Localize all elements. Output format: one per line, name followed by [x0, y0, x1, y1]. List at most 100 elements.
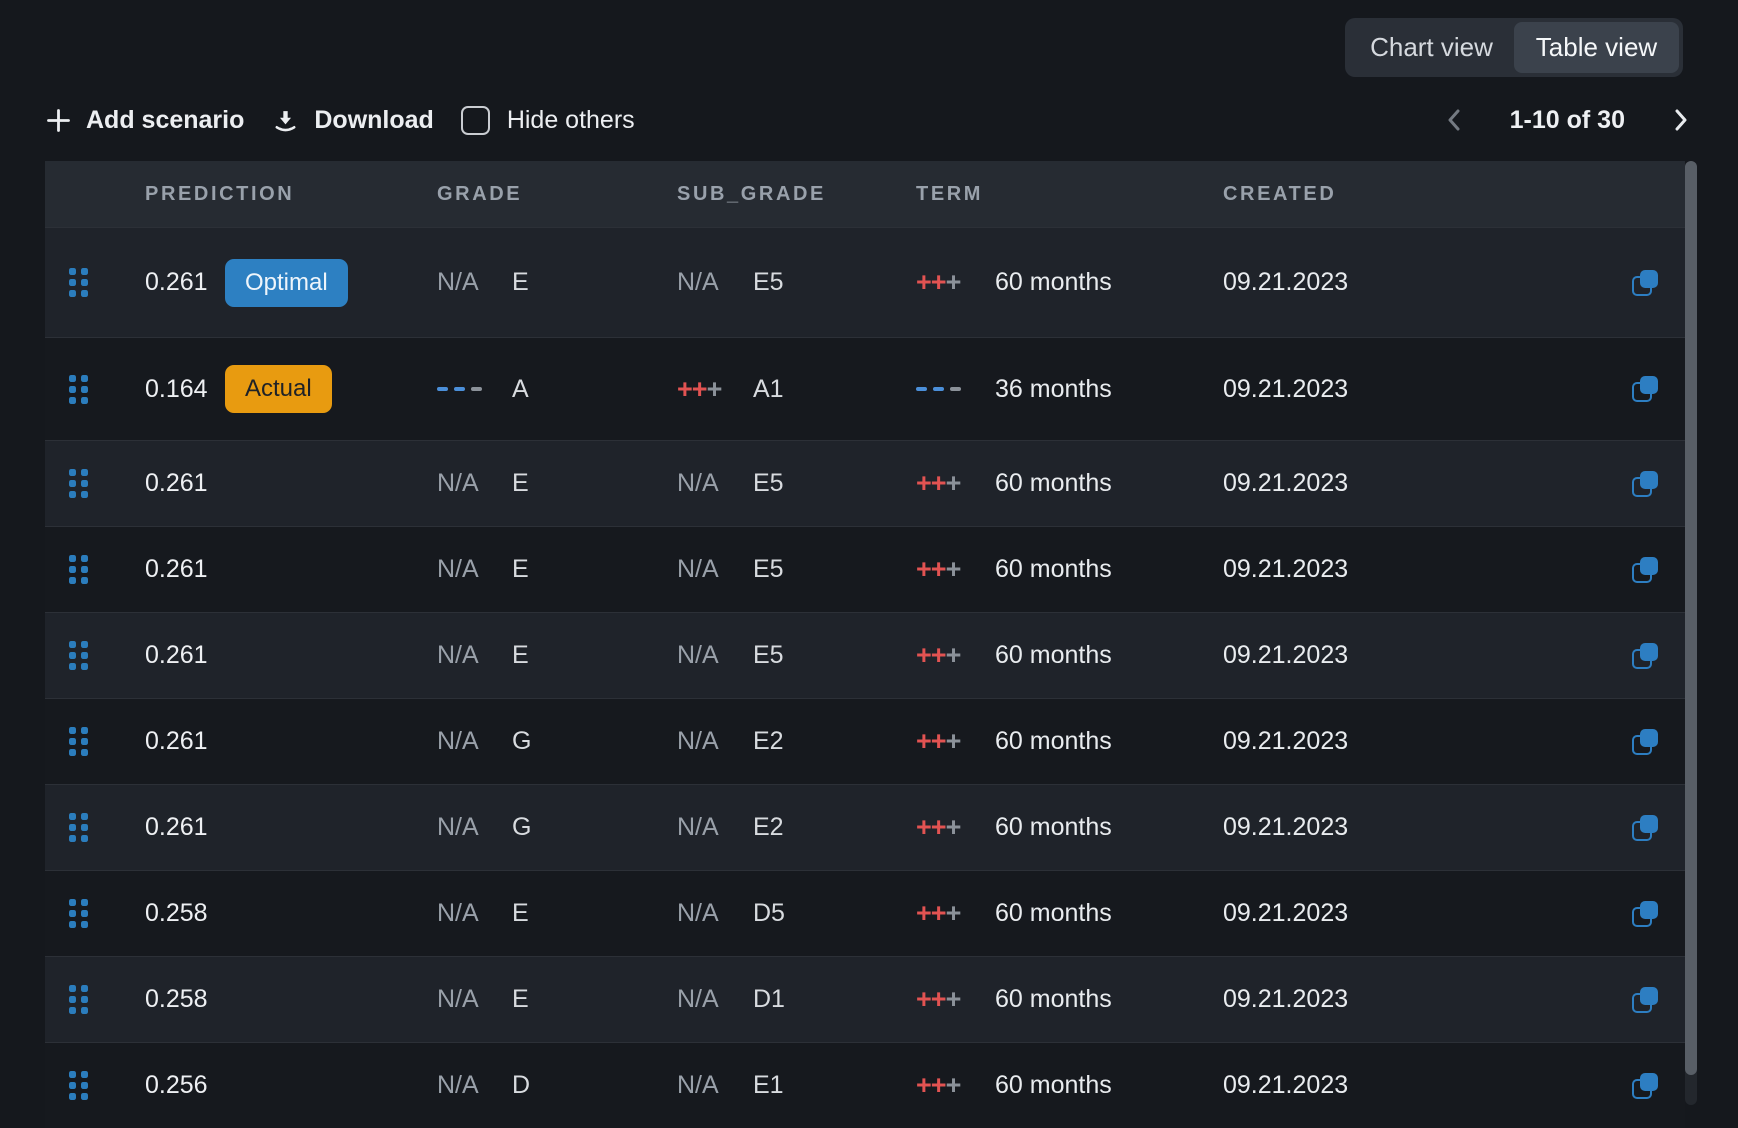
table-row: 0.258 N/A E N/A D1 + + + 60 months 09.21.2… — [45, 956, 1685, 1042]
term-value: 60 months — [995, 727, 1112, 755]
subgrade-value: E5 — [753, 469, 784, 497]
prediction-value: 0.261 — [145, 727, 208, 755]
hide-others-checkbox[interactable] — [460, 105, 490, 135]
scrollbar-thumb[interactable] — [1685, 161, 1697, 1075]
na-value: N/A — [677, 727, 719, 755]
scenario-badge: Actual — [225, 365, 332, 413]
table-scrollbar[interactable] — [1685, 161, 1697, 1105]
drag-handle-icon[interactable] — [69, 469, 88, 498]
increase-indicator: + + + — [916, 984, 962, 1014]
chart-view-button[interactable]: Chart view — [1370, 32, 1493, 62]
increase-indicator: + + + — [916, 554, 962, 584]
term-value: 60 months — [995, 555, 1112, 583]
column-header-sub-grade: SUB_GRADE — [677, 182, 826, 205]
na-value: N/A — [437, 555, 479, 583]
table-row: 0.261 N/A E N/A E5 + + + 60 months 09.21.2… — [45, 526, 1685, 612]
prediction-value: 0.258 — [145, 899, 208, 927]
column-header-grade: GRADE — [437, 182, 523, 205]
prediction-value: 0.261 — [145, 813, 208, 841]
prediction-value: 0.256 — [145, 1071, 208, 1099]
grade-value: E — [512, 899, 529, 927]
grade-value: E — [512, 469, 529, 497]
hide-others-toggle[interactable]: Hide others — [460, 105, 635, 135]
copy-icon[interactable] — [1631, 642, 1659, 670]
table-row: 0.261 N/A G N/A E2 + + + 60 months 09.21.2… — [45, 698, 1685, 784]
na-value: N/A — [437, 813, 479, 841]
term-value: 60 months — [995, 268, 1112, 296]
drag-handle-icon[interactable] — [69, 268, 88, 297]
table-header: PREDICTION GRADE SUB_GRADE TERM CREATED — [45, 161, 1685, 227]
na-value: N/A — [677, 555, 719, 583]
na-value: N/A — [437, 985, 479, 1013]
table-row: 0.164 Actual A + + + A1 36 months 09.21.20… — [45, 337, 1685, 440]
download-button[interactable]: Download — [271, 105, 434, 135]
term-value: 60 months — [995, 1071, 1112, 1099]
na-value: N/A — [677, 813, 719, 841]
grade-value: E — [512, 555, 529, 583]
na-value: N/A — [677, 641, 719, 669]
drag-handle-icon[interactable] — [69, 727, 88, 756]
created-value: 09.21.2023 — [1223, 1071, 1349, 1099]
pagination-label: 1-10 of 30 — [1509, 105, 1625, 134]
term-value: 60 months — [995, 813, 1112, 841]
add-scenario-button[interactable]: Add scenario — [45, 106, 244, 135]
column-header-prediction: PREDICTION — [145, 182, 295, 205]
prediction-value: 0.261 — [145, 469, 208, 497]
copy-icon[interactable] — [1631, 814, 1659, 842]
copy-icon[interactable] — [1631, 556, 1659, 584]
increase-indicator: + + + — [916, 267, 962, 297]
copy-icon[interactable] — [1631, 728, 1659, 756]
copy-icon[interactable] — [1631, 900, 1659, 928]
prediction-value: 0.261 — [145, 268, 208, 296]
created-value: 09.21.2023 — [1223, 813, 1349, 841]
plus-icon — [47, 108, 70, 132]
grade-value: G — [512, 813, 532, 841]
created-value: 09.21.2023 — [1223, 469, 1349, 497]
drag-handle-icon[interactable] — [69, 813, 88, 842]
toolbar-actions: Add scenario Download Hide others — [45, 105, 635, 135]
term-value: 60 months — [995, 641, 1112, 669]
table-row: 0.261 N/A E N/A E5 + + + 60 months 09.21.2… — [45, 440, 1685, 526]
grade-value: E — [512, 268, 529, 296]
na-value: N/A — [437, 899, 479, 927]
grade-value: E — [512, 985, 529, 1013]
subgrade-value: E5 — [753, 641, 784, 669]
copy-icon[interactable] — [1631, 269, 1659, 297]
table-row: 0.261 N/A E N/A E5 + + + 60 months 09.21.2… — [45, 612, 1685, 698]
scenario-badge: Optimal — [225, 258, 348, 307]
previous-page-button[interactable] — [1442, 107, 1468, 133]
subgrade-value: E1 — [753, 1071, 784, 1099]
created-value: 09.21.2023 — [1223, 899, 1349, 927]
prediction-value: 0.164 — [145, 374, 208, 403]
increase-indicator: + + + — [916, 640, 962, 670]
copy-icon[interactable] — [1631, 1072, 1659, 1100]
subgrade-value: E2 — [753, 813, 784, 841]
copy-icon[interactable] — [1631, 470, 1659, 498]
increase-indicator: + + + — [916, 468, 962, 498]
drag-handle-icon[interactable] — [69, 985, 88, 1014]
table-view-button[interactable]: Table view — [1514, 22, 1679, 73]
na-value: N/A — [677, 268, 719, 296]
drag-handle-icon[interactable] — [69, 899, 88, 928]
download-icon — [275, 110, 296, 131]
table-row: 0.261 N/A G N/A E2 + + + 60 months 09.21.2… — [45, 784, 1685, 870]
drag-handle-icon[interactable] — [69, 555, 88, 584]
term-value: 60 months — [995, 469, 1112, 497]
drag-handle-icon[interactable] — [69, 1071, 88, 1100]
drag-handle-icon[interactable] — [69, 641, 88, 670]
created-value: 09.21.2023 — [1223, 555, 1349, 583]
increase-indicator: + + + — [916, 726, 962, 756]
drag-handle-icon[interactable] — [69, 374, 88, 404]
download-label: Download — [314, 105, 434, 134]
subgrade-value: E5 — [753, 555, 784, 583]
na-value: N/A — [437, 641, 479, 669]
next-page-button[interactable] — [1667, 107, 1693, 133]
copy-icon[interactable] — [1631, 986, 1659, 1014]
copy-icon[interactable] — [1631, 375, 1659, 403]
prediction-value: 0.258 — [145, 985, 208, 1013]
na-value: N/A — [437, 727, 479, 755]
subgrade-value: E2 — [753, 727, 784, 755]
na-value: N/A — [437, 469, 479, 497]
created-value: 09.21.2023 — [1223, 985, 1349, 1013]
increase-indicator: + + + — [916, 812, 962, 842]
